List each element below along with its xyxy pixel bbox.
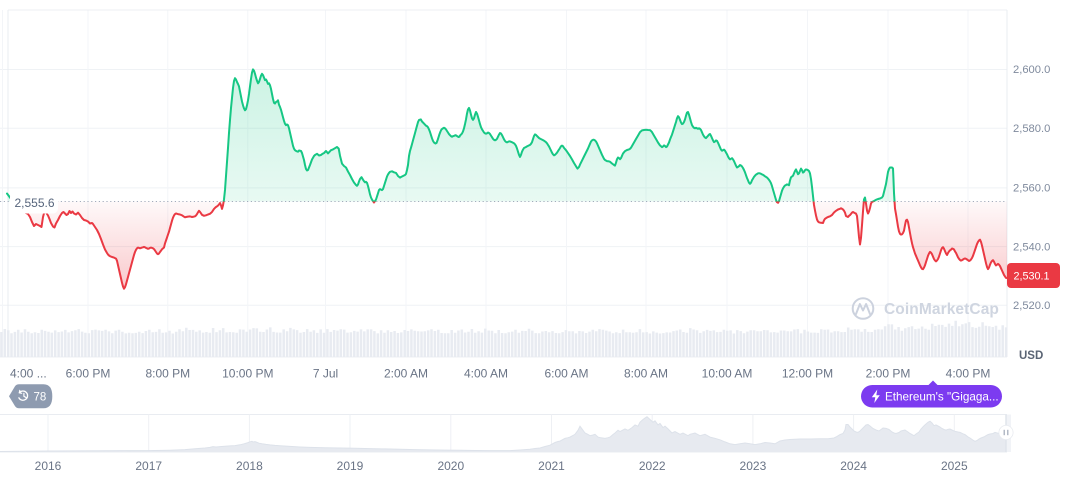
svg-text:4:00 PM: 4:00 PM <box>946 367 991 381</box>
svg-text:2017: 2017 <box>135 459 162 473</box>
svg-text:2022: 2022 <box>639 459 666 473</box>
svg-text:2025: 2025 <box>941 459 968 473</box>
svg-text:2,555.6: 2,555.6 <box>15 196 55 210</box>
svg-text:2,560.0: 2,560.0 <box>1013 183 1050 195</box>
svg-text:2024: 2024 <box>840 459 867 473</box>
svg-text:CoinMarketCap: CoinMarketCap <box>884 301 999 318</box>
svg-text:2:00 AM: 2:00 AM <box>384 367 428 381</box>
svg-text:USD: USD <box>1019 350 1043 362</box>
svg-text:2020: 2020 <box>437 459 464 473</box>
svg-text:10:00 PM: 10:00 PM <box>222 367 273 381</box>
svg-text:2023: 2023 <box>740 459 767 473</box>
svg-text:2,600.0: 2,600.0 <box>1013 64 1050 76</box>
svg-text:2:00 PM: 2:00 PM <box>866 367 911 381</box>
svg-text:2016: 2016 <box>35 459 62 473</box>
svg-text:2,580.0: 2,580.0 <box>1013 123 1050 135</box>
svg-text:8:00 AM: 8:00 AM <box>624 367 668 381</box>
svg-text:2018: 2018 <box>236 459 263 473</box>
svg-text:2,540.0: 2,540.0 <box>1013 241 1050 253</box>
svg-text:8:00 PM: 8:00 PM <box>145 367 190 381</box>
svg-text:Ethereum's "Gigaga...: Ethereum's "Gigaga... <box>885 390 999 403</box>
svg-text:6:00 PM: 6:00 PM <box>66 367 111 381</box>
svg-text:2,520.0: 2,520.0 <box>1013 300 1050 312</box>
svg-text:2021: 2021 <box>538 459 565 473</box>
svg-text:4:00 ...: 4:00 ... <box>10 367 47 381</box>
svg-text:2,530.1: 2,530.1 <box>1014 271 1050 283</box>
svg-text:7 Jul: 7 Jul <box>313 367 338 381</box>
svg-text:2019: 2019 <box>337 459 364 473</box>
svg-text:12:00 PM: 12:00 PM <box>782 367 833 381</box>
svg-text:6:00 AM: 6:00 AM <box>544 367 588 381</box>
svg-text:78: 78 <box>34 392 47 404</box>
svg-text:10:00 AM: 10:00 AM <box>702 367 753 381</box>
svg-text:4:00 AM: 4:00 AM <box>464 367 508 381</box>
